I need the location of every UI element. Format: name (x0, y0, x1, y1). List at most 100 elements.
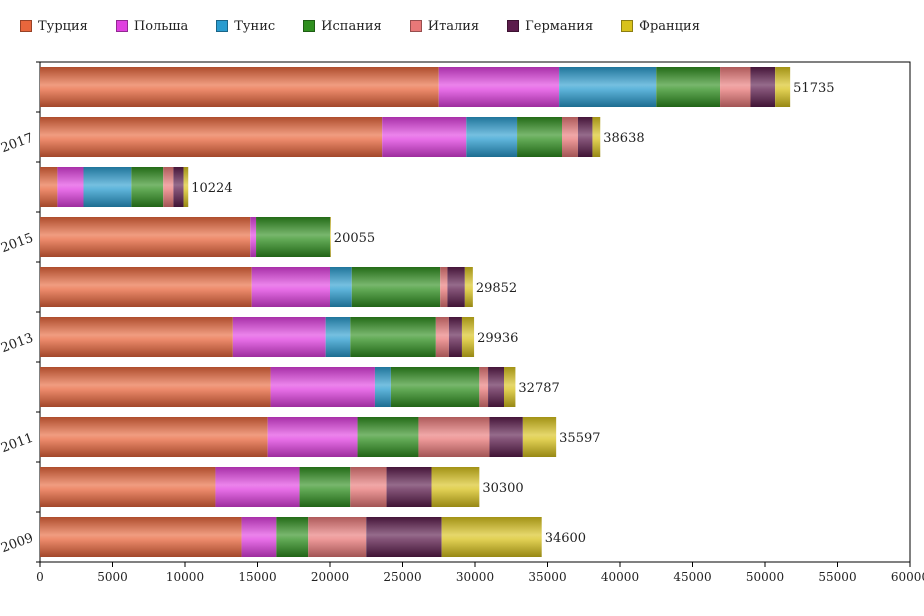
bar-total-label: 34600 (545, 531, 586, 546)
bar-segment (163, 167, 174, 207)
bar-total-label: 20055 (334, 231, 375, 246)
y-tick-label: 2009 (0, 531, 35, 556)
x-tick-label: 0 (36, 570, 44, 584)
bar-segment (382, 117, 467, 157)
legend-label: Италия (427, 18, 480, 34)
x-tick-label: 20000 (311, 570, 349, 584)
legend-swatch (507, 20, 520, 32)
legend-item: Тунис (216, 19, 275, 34)
bar-segment (131, 167, 164, 207)
legend-label: Польша (133, 18, 189, 34)
bar-total-label: 35597 (559, 431, 600, 446)
y-tick-label: 2013 (0, 331, 35, 356)
x-tick-label: 35000 (528, 570, 566, 584)
bar-segment (522, 417, 557, 457)
bar-total-label: 29936 (477, 331, 518, 346)
bar-segment (40, 517, 242, 557)
bar-segment (351, 267, 441, 307)
bar-segment (577, 117, 593, 157)
bar-total-label: 10224 (191, 181, 232, 196)
bar-segment (270, 367, 375, 407)
legend-swatch (216, 20, 229, 32)
bar-total-label: 51735 (793, 81, 834, 96)
bar-segment (366, 517, 442, 557)
bar-segment (466, 117, 518, 157)
legend-item: Польша (115, 18, 189, 34)
legend-item: Италия (409, 18, 480, 34)
x-tick-label: 60000 (891, 570, 924, 584)
x-tick-label: 10000 (166, 570, 204, 584)
bar-segment (256, 217, 330, 257)
bar-segment (40, 67, 439, 107)
bar-segment (489, 417, 523, 457)
bar-segment (461, 317, 475, 357)
legend-label: Франция (639, 18, 700, 34)
y-tick-label: 2011 (0, 431, 35, 456)
bar-segment (479, 367, 489, 407)
bar-segment (435, 317, 449, 357)
bar-segment (83, 167, 132, 207)
legend-swatch (621, 20, 634, 32)
bar-segment (431, 467, 480, 507)
bar-segment (251, 267, 330, 307)
bar-segment (40, 367, 271, 407)
bar-segment (562, 117, 578, 157)
legend-swatch (115, 20, 128, 32)
bar-segment (308, 517, 367, 557)
legend-item: Германия (507, 19, 593, 34)
bar-segment (386, 467, 432, 507)
bar-segment (250, 217, 257, 257)
bar-segment (374, 367, 391, 407)
y-tick-label: 2017 (0, 131, 35, 156)
x-tick-label: 50000 (746, 570, 784, 584)
bar-segment (173, 167, 184, 207)
bar-segment (40, 167, 58, 207)
bar-segment (241, 517, 277, 557)
bar-segment (390, 367, 480, 407)
bar-segment (40, 217, 251, 257)
x-tick-label: 15000 (238, 570, 276, 584)
bar-segment (720, 67, 751, 107)
bar-segment (215, 467, 300, 507)
bar-segment (750, 67, 776, 107)
bar-segment (441, 517, 542, 557)
chart-legend: Турция Польша Тунис Испания Италия Германия Фр… (20, 16, 728, 36)
bar-segment (448, 317, 462, 357)
bar-segment (440, 267, 448, 307)
y-tick-label: 2015 (0, 231, 35, 256)
x-tick-label: 55000 (818, 570, 856, 584)
legend-item: Турция (20, 19, 88, 34)
bar-segment (447, 267, 465, 307)
x-tick-label: 45000 (673, 570, 711, 584)
legend-label: Испания (321, 18, 382, 34)
bar-segment (357, 417, 419, 457)
legend-label: Турция (38, 18, 88, 34)
legend-label: Тунис (234, 18, 276, 34)
bar-segment (330, 217, 331, 257)
bar-segment (40, 267, 252, 307)
legend-swatch (20, 20, 32, 32)
bar-segment (775, 67, 791, 107)
bar-segment (592, 117, 601, 157)
bar-segment (267, 417, 358, 457)
bar-segment (504, 367, 516, 407)
bar-segment (330, 267, 352, 307)
legend-swatch (409, 20, 422, 32)
bar-segment (464, 267, 473, 307)
bar-segment (232, 317, 326, 357)
x-tick-label: 30000 (456, 570, 494, 584)
legend-item: Испания (303, 19, 382, 34)
x-tick-label: 5000 (97, 570, 128, 584)
bar-segment (418, 417, 490, 457)
bar-segment (40, 317, 233, 357)
bar-total-label: 29852 (476, 281, 517, 296)
bar-segment (276, 517, 309, 557)
bar-segment (40, 417, 268, 457)
bar-total-label: 38638 (603, 131, 644, 146)
bar-segment (517, 117, 562, 157)
bar-segment (559, 67, 657, 107)
bar-segment (488, 367, 504, 407)
legend-label: Германия (525, 18, 594, 34)
x-tick-label: 25000 (383, 570, 421, 584)
